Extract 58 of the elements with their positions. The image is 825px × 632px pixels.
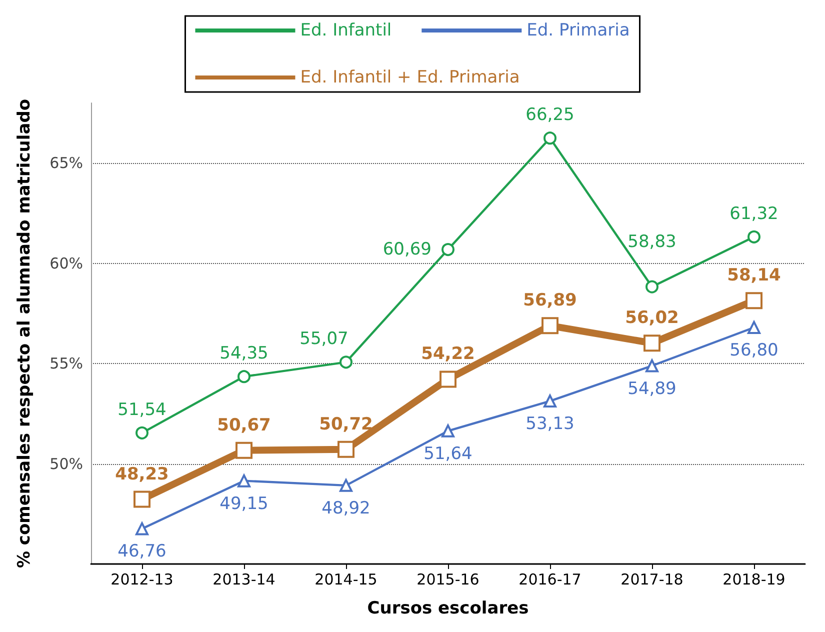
data-label: 48,23 xyxy=(115,464,169,484)
data-label: 46,76 xyxy=(118,542,166,562)
data-label: 53,13 xyxy=(526,414,574,434)
x-tick-label: 2017-18 xyxy=(620,570,684,588)
point xyxy=(136,426,148,440)
point xyxy=(442,424,454,438)
data-label: 66,25 xyxy=(526,105,574,126)
data-label: 54,89 xyxy=(628,378,676,399)
y-tick-label: 55% xyxy=(50,354,83,373)
data-label: 50,72 xyxy=(319,414,373,434)
point xyxy=(748,320,760,334)
y-tick-label: 60% xyxy=(50,254,83,272)
data-label: 56,80 xyxy=(730,340,778,360)
y-axis-title: % comensales respecto al alumnado matriculado xyxy=(14,98,34,568)
point xyxy=(442,243,454,256)
point xyxy=(340,478,352,492)
point xyxy=(748,230,760,244)
data-label: 54,35 xyxy=(220,344,268,364)
point xyxy=(542,317,558,334)
data-label: 50,67 xyxy=(217,415,271,436)
point xyxy=(544,394,556,408)
text: Ed. Primaria xyxy=(526,20,630,40)
data-label: 56,02 xyxy=(625,308,679,328)
point xyxy=(236,442,252,459)
point xyxy=(338,440,354,458)
point xyxy=(440,370,456,388)
point xyxy=(238,370,250,384)
x-tick-label: 2013-14 xyxy=(212,570,276,588)
data-label: 49,15 xyxy=(220,494,268,514)
data-label: 48,92 xyxy=(322,498,370,518)
point xyxy=(136,522,148,536)
point xyxy=(134,490,150,508)
text: Ed. Infantil xyxy=(300,20,392,40)
data-label: 58,83 xyxy=(628,232,676,252)
point xyxy=(646,359,658,372)
point xyxy=(238,474,250,488)
data-label: 55,07 xyxy=(300,329,348,350)
x-tick-label: 2016-17 xyxy=(518,570,582,588)
data-label: 58,14 xyxy=(727,266,782,286)
x-tick-label: 2012-13 xyxy=(110,570,174,588)
data-label: 61,32 xyxy=(730,204,778,224)
data-label: 54,22 xyxy=(421,344,475,364)
point xyxy=(644,334,660,352)
x-tick-label: 2015-16 xyxy=(416,570,480,588)
data-label: 51,64 xyxy=(424,444,472,464)
x-axis-title: Cursos escolares xyxy=(367,598,529,618)
point xyxy=(746,292,762,310)
y-tick-label: 65% xyxy=(50,154,83,172)
text: Ed. Infantil + Ed. Primaria xyxy=(300,68,520,88)
data-label: 56,89 xyxy=(523,290,577,311)
data-label: 51,54 xyxy=(118,400,166,420)
y-tick-label: 50% xyxy=(50,454,83,473)
data-label: 60,69 xyxy=(382,240,432,260)
point xyxy=(544,132,556,145)
x-tick-label: 2018-19 xyxy=(722,570,786,588)
point xyxy=(646,280,658,294)
x-tick-label: 2014-15 xyxy=(314,570,378,588)
point xyxy=(340,356,352,369)
